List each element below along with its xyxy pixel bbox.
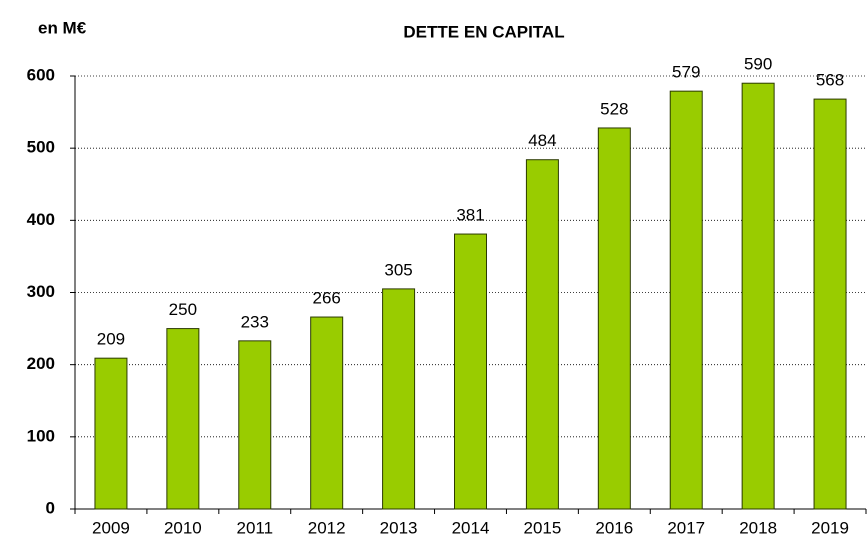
y-tick-label: 100	[27, 426, 55, 445]
y-tick-label: 500	[27, 138, 55, 157]
x-tick-label: 2013	[380, 518, 418, 537]
chart-title: DETTE EN CAPITAL	[403, 22, 564, 41]
x-tick-label: 2018	[739, 518, 777, 537]
bar	[382, 288, 416, 510]
x-tick-label: 2017	[667, 518, 705, 537]
y-tick-label: 400	[27, 210, 55, 229]
bar	[813, 98, 847, 510]
bar	[238, 340, 272, 510]
x-tick-label: 2015	[523, 518, 561, 537]
x-tick-label: 2012	[308, 518, 346, 537]
x-tick-label: 2019	[811, 518, 849, 537]
value-label: 484	[528, 131, 556, 150]
bar	[597, 127, 631, 510]
bar	[741, 82, 775, 510]
bar	[454, 233, 487, 510]
value-label: 381	[456, 206, 484, 225]
x-tick-label: 2011	[236, 518, 273, 537]
value-label: 250	[169, 300, 197, 319]
bar	[94, 357, 128, 510]
x-tick-label: 2016	[595, 518, 633, 537]
bar	[669, 90, 703, 510]
value-label: 579	[672, 63, 700, 82]
value-label: 528	[600, 99, 628, 118]
bar	[166, 328, 200, 510]
x-tick-label: 2014	[452, 518, 490, 537]
value-label: 266	[312, 289, 340, 308]
y-tick-label: 300	[27, 282, 55, 301]
bar	[310, 316, 344, 510]
value-label: 305	[384, 260, 412, 279]
y-tick-label: 600	[27, 65, 55, 84]
value-label: 233	[241, 312, 269, 331]
y-axis-label: en M€	[38, 18, 87, 37]
value-label: 209	[97, 330, 125, 349]
bar	[525, 159, 559, 510]
x-tick-label: 2009	[92, 518, 130, 537]
value-label: 568	[816, 71, 844, 90]
y-tick-label: 200	[27, 354, 55, 373]
value-label: 590	[744, 55, 772, 74]
x-tick-label: 2010	[164, 518, 202, 537]
y-tick-label: 0	[46, 498, 55, 517]
